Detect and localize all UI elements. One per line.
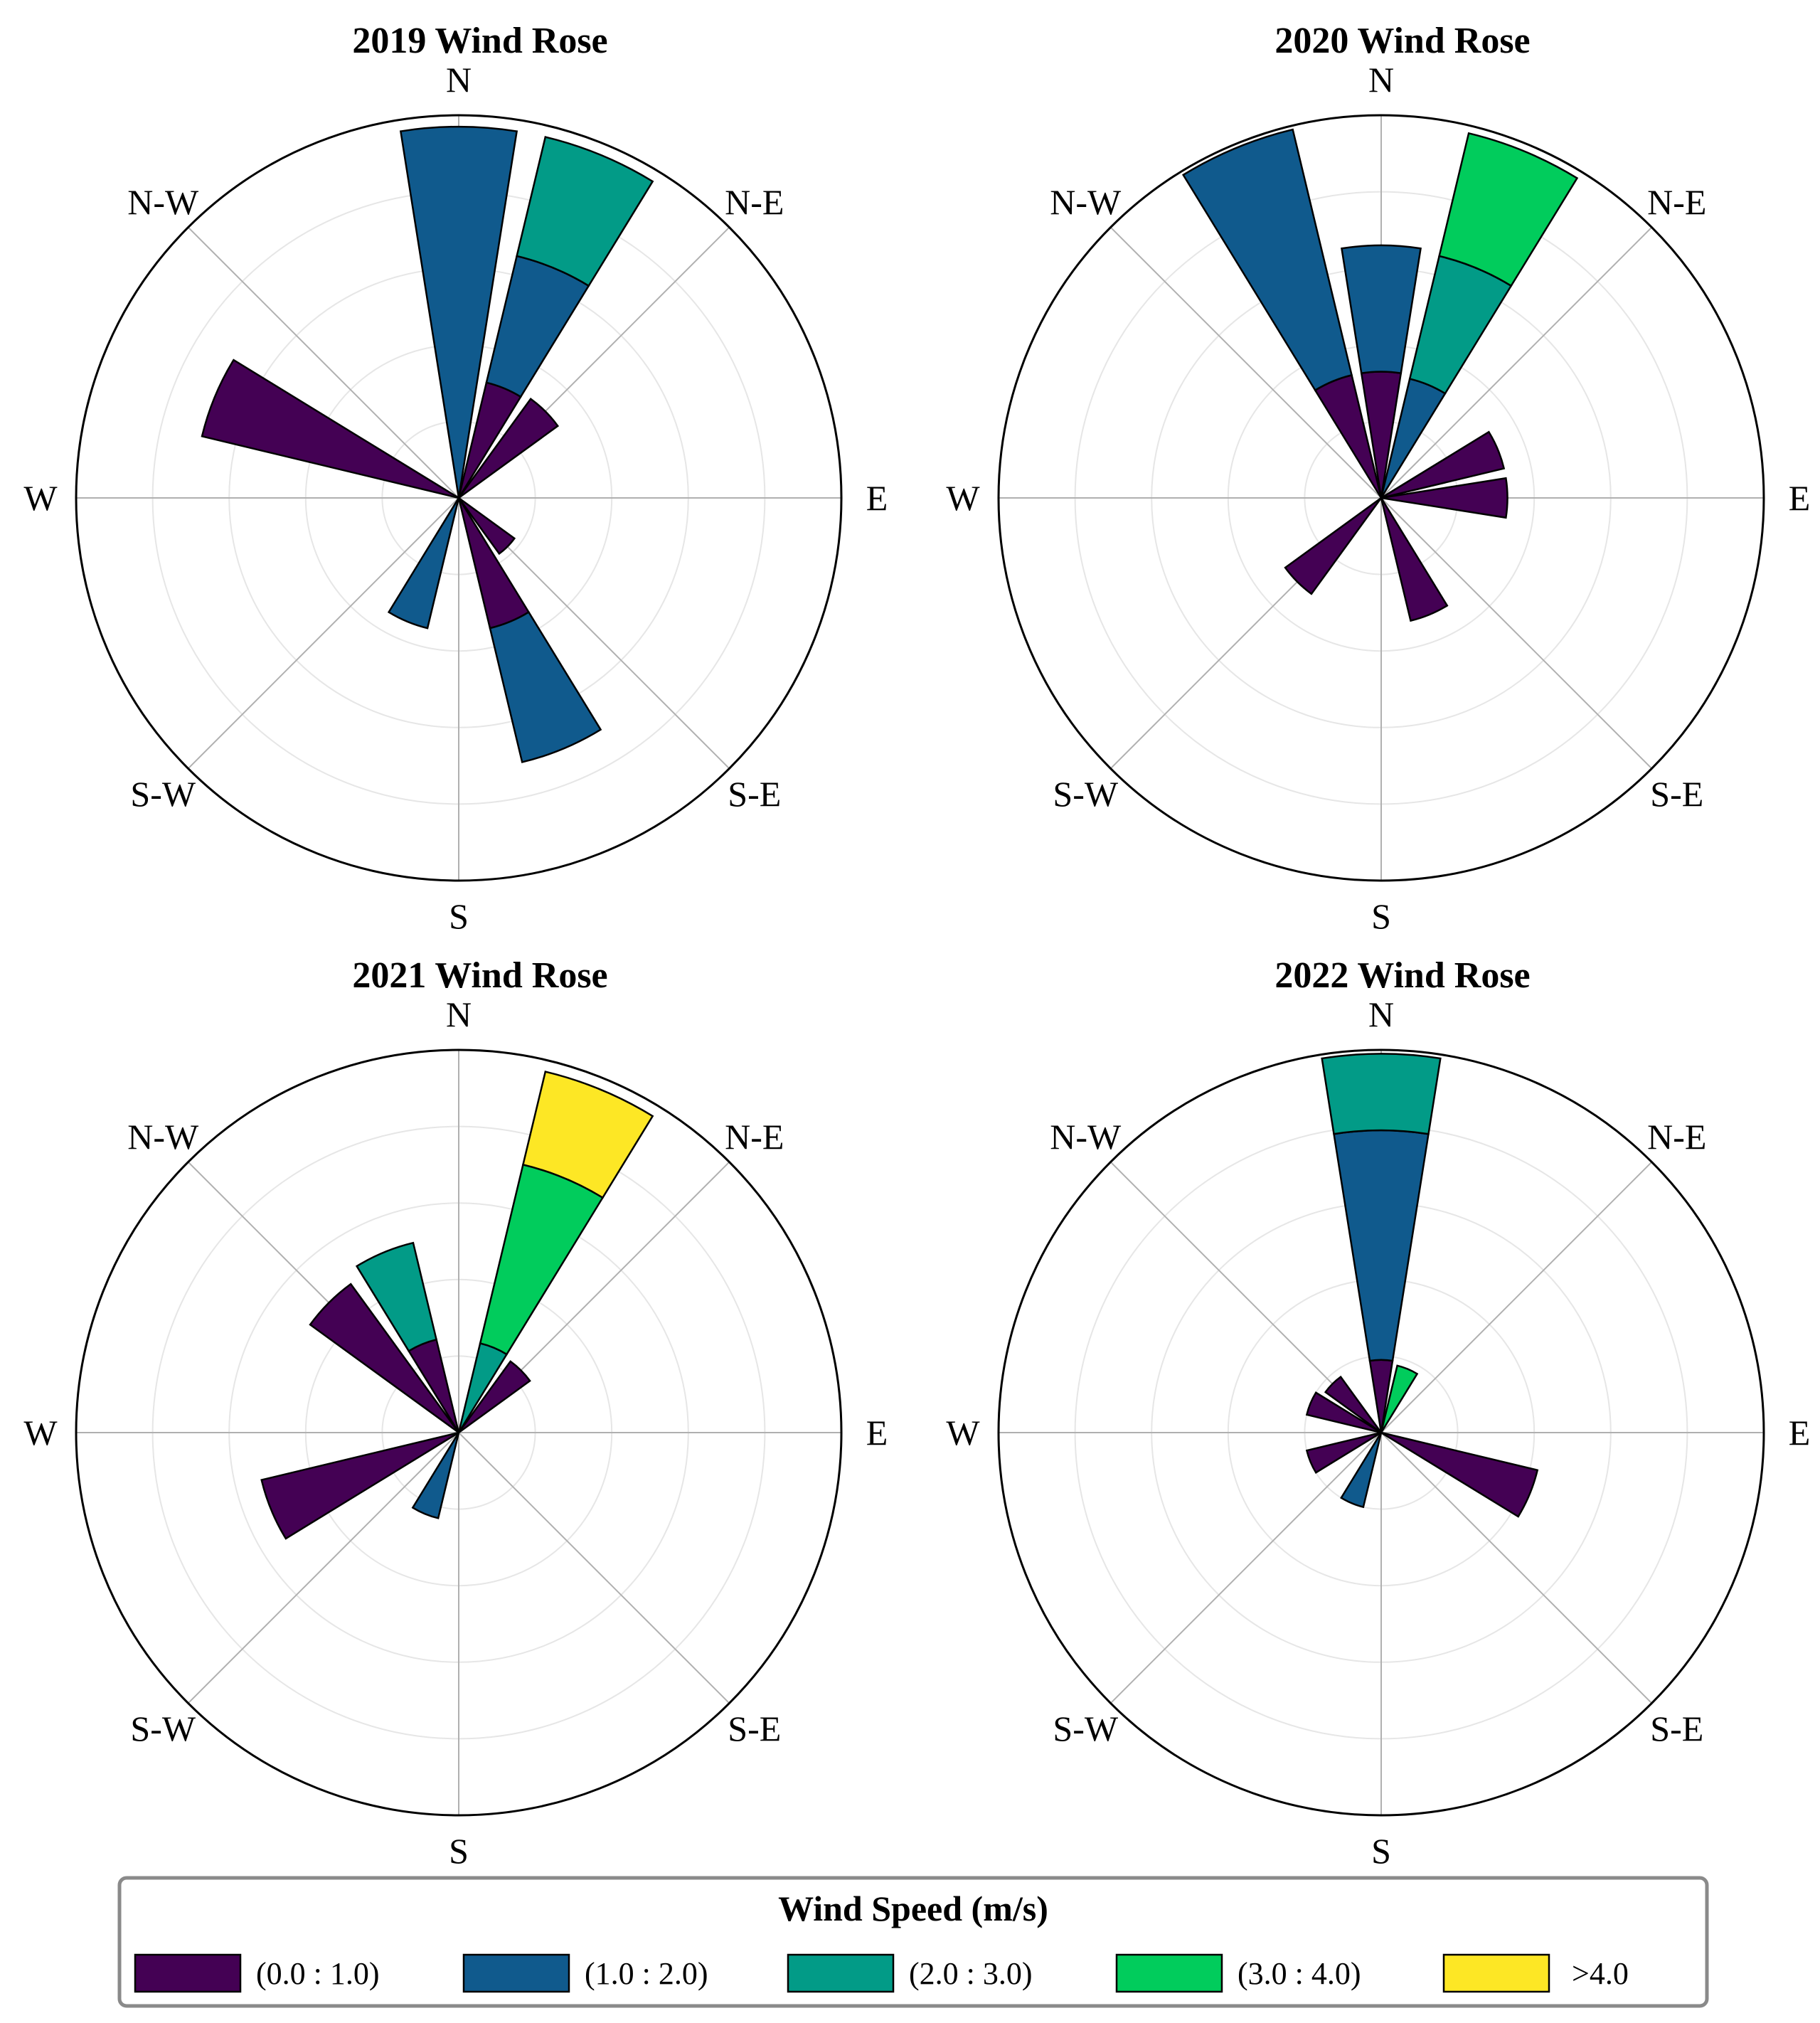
direction-label: S — [1371, 1831, 1391, 1871]
wind-sector-bar — [387, 497, 460, 630]
direction-label: W — [946, 1413, 980, 1453]
direction-label: N — [446, 60, 472, 100]
direction-label: N-W — [1050, 1117, 1122, 1157]
wind-sector-bar — [1341, 244, 1422, 375]
direction-label: S-E — [728, 1709, 781, 1748]
direction-label: N-W — [127, 1117, 199, 1157]
legend-title: Wind Speed (m/s) — [778, 1889, 1048, 1928]
legend-swatch — [1442, 1953, 1550, 1993]
wind-sector-bar — [521, 1071, 654, 1199]
direction-label: N-E — [1647, 1117, 1706, 1157]
wind-sector-bar — [1284, 497, 1383, 595]
direction-gridline — [1380, 1161, 1653, 1433]
direction-label: N — [1368, 60, 1394, 100]
legend-swatch — [787, 1953, 895, 1993]
wind-rose-4: N N-E E S-E S S-W W N-W 2022 Wind Rose — [946, 955, 1810, 1871]
wind-sector-bar — [1380, 477, 1508, 519]
outer-circle — [997, 1048, 1765, 1817]
wind-sector-bar — [260, 1431, 459, 1540]
wind-sector-bar — [355, 1241, 438, 1353]
chart-title: 2021 Wind Rose — [352, 955, 607, 996]
wind-sector-bar — [411, 1432, 460, 1519]
wind-sector-bar — [1340, 1432, 1383, 1509]
direction-label: N — [1368, 994, 1394, 1034]
chart-title: 2019 Wind Rose — [352, 21, 607, 61]
outer-circle — [75, 1048, 843, 1817]
legend-label: (1.0 : 2.0) — [585, 1956, 708, 1991]
wind-sector-bar — [457, 497, 516, 556]
direction-label: S-E — [1650, 1709, 1703, 1748]
wind-sector-bar — [1324, 1375, 1383, 1434]
direction-label: N — [446, 994, 472, 1034]
legend-items: (0.0 : 1.0) (1.0 : 2.0) (2.0 : 3.0) (3.0 : … — [134, 1953, 1629, 1993]
direction-label: W — [23, 478, 58, 518]
direction-label: E — [1789, 1413, 1811, 1453]
legend-label: (2.0 : 3.0) — [909, 1956, 1033, 1991]
direction-label: S-W — [1053, 1709, 1118, 1748]
direction-gridline — [187, 1432, 459, 1704]
direction-label: E — [866, 1413, 888, 1453]
direction-gridline — [1380, 1432, 1653, 1704]
outer-circle — [75, 114, 843, 882]
direction-label: S — [449, 1831, 469, 1871]
direction-label: S-W — [130, 774, 196, 814]
legend-swatch — [1115, 1953, 1223, 1993]
wind-sector-bar — [1380, 1364, 1419, 1433]
wind-sector-bar — [1321, 1053, 1442, 1135]
wind-sector-bar — [1380, 1431, 1539, 1518]
direction-label: N-E — [725, 1117, 784, 1157]
legend-label: (3.0 : 4.0) — [1238, 1956, 1361, 1991]
wind-sector-bar — [1181, 128, 1353, 392]
direction-gridline — [187, 226, 459, 499]
direction-label: N-E — [725, 182, 784, 222]
direction-label: W — [23, 1413, 58, 1453]
wind-sector-bar — [399, 125, 518, 499]
outer-circle — [997, 114, 1765, 882]
wind-sector-bar — [489, 610, 602, 763]
direction-label: W — [946, 478, 980, 518]
direction-label: S-E — [728, 774, 781, 814]
direction-label: E — [866, 478, 888, 518]
wind-sector-bar — [1305, 1391, 1382, 1434]
legend: Wind Speed (m/s) (0.0 : 1.0) (1.0 : 2.0)(… — [117, 1876, 1709, 2008]
direction-label: S — [1371, 896, 1391, 936]
legend-swatch — [462, 1953, 570, 1993]
direction-gridline — [1109, 1432, 1382, 1704]
wind-sector-bar — [1305, 1431, 1382, 1474]
direction-gridline — [1109, 226, 1382, 499]
direction-label: N-E — [1647, 182, 1706, 222]
wind-sector-bar — [309, 1283, 460, 1434]
direction-gridline — [1380, 497, 1653, 770]
wind-sector-bar — [1438, 132, 1579, 287]
legend-label: >4.0 — [1572, 1956, 1629, 1991]
direction-label: N-W — [127, 182, 199, 222]
direction-gridline — [187, 497, 459, 770]
chart-title: 2020 Wind Rose — [1274, 21, 1530, 61]
wind-rose-1: N N-E E S-E S S-W W N-W 2019 Wind Rose — [23, 21, 888, 936]
direction-label: E — [1789, 478, 1811, 518]
wind-sector-bar — [457, 397, 560, 499]
legend-swatch — [134, 1953, 242, 1993]
legend-label: (0.0 : 1.0) — [256, 1956, 380, 1991]
direction-gridline — [458, 1432, 730, 1704]
direction-label: N-W — [1050, 182, 1122, 222]
wind-sector-bar — [1380, 430, 1506, 499]
wind-rose-2: N N-E E S-E S S-W W N-W 2020 Wind Rose — [946, 21, 1810, 936]
direction-label: S-W — [1053, 774, 1118, 814]
wind-rose-3: N N-E E S-E S S-W W N-W 2021 Wind Rose — [23, 955, 888, 1871]
chart-title: 2022 Wind Rose — [1274, 955, 1530, 996]
direction-label: S — [449, 896, 469, 936]
wind-sector-bar — [516, 136, 654, 287]
wind-sector-bar — [1380, 497, 1449, 622]
wind-sector-bar — [457, 1360, 531, 1434]
wind-sector-bar — [201, 359, 459, 499]
direction-gridline — [1380, 226, 1653, 499]
direction-label: S-E — [1650, 774, 1703, 814]
direction-label: S-W — [130, 1709, 196, 1748]
